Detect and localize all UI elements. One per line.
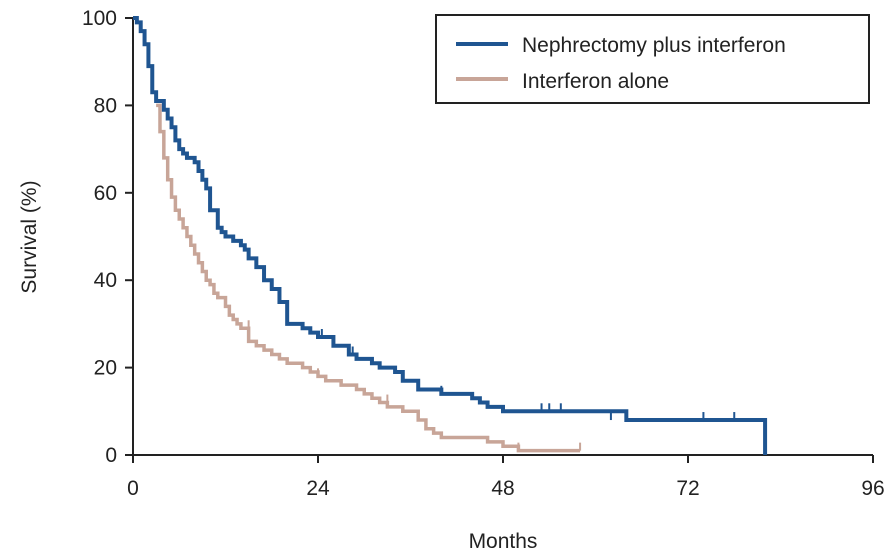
y-tick-label: 20 xyxy=(94,357,117,380)
y-tick-label: 0 xyxy=(105,444,117,467)
series-group xyxy=(133,16,768,455)
legend-box xyxy=(435,14,870,104)
series-line-interferon xyxy=(156,103,581,453)
x-tick-label: 24 xyxy=(306,477,330,500)
x-axis-title: Months xyxy=(469,530,538,553)
x-tick-label: 72 xyxy=(676,477,699,500)
x-tick-label: 0 xyxy=(127,477,139,500)
y-tick-label: 60 xyxy=(94,182,117,205)
y-tick-label: 100 xyxy=(82,7,117,30)
legend-label-interferon: Interferon alone xyxy=(522,70,669,93)
x-tick-label: 96 xyxy=(861,477,884,500)
y-tick-label: 40 xyxy=(94,269,117,292)
legend: Nephrectomy plus interferon Interferon a… xyxy=(435,14,870,104)
y-axis-title: Survival (%) xyxy=(18,180,41,293)
y-tick-label: 80 xyxy=(94,94,117,117)
axes: 0 24 48 72 96 0 20 40 60 80 100 xyxy=(82,7,885,500)
x-tick-label: 48 xyxy=(491,477,514,500)
legend-label-nephrectomy: Nephrectomy plus interferon xyxy=(522,34,786,57)
